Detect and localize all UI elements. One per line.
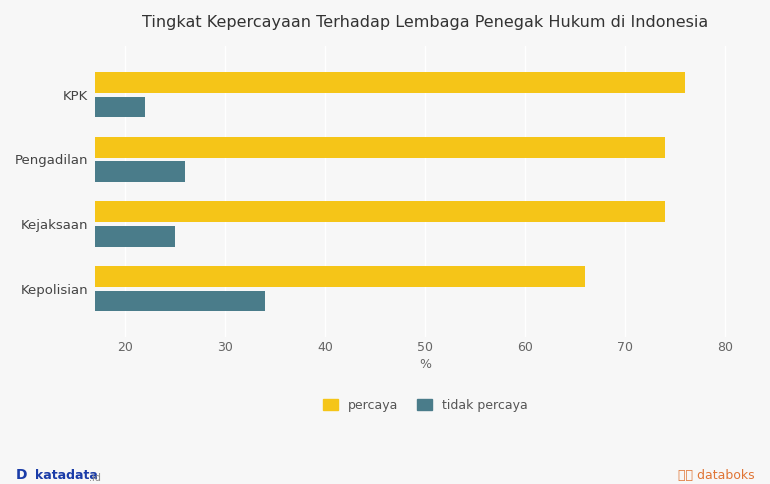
Text: .id: .id — [89, 473, 100, 483]
Bar — [0, 226, 176, 247]
Bar — [0, 161, 186, 182]
Legend: percaya, tidak percaya: percaya, tidak percaya — [323, 399, 527, 412]
Bar — [0, 137, 665, 157]
Bar — [0, 72, 685, 93]
Bar — [0, 201, 665, 222]
Text: katadata: katadata — [35, 469, 98, 482]
Title: Tingkat Kepercayaan Terhadap Lembaga Penegak Hukum di Indonesia: Tingkat Kepercayaan Terhadap Lembaga Pen… — [142, 15, 708, 30]
Bar — [0, 266, 585, 287]
X-axis label: %: % — [419, 358, 431, 371]
Bar — [0, 97, 146, 118]
Text: D: D — [15, 468, 27, 482]
Text: ⦾⦾ databoks: ⦾⦾ databoks — [678, 469, 755, 482]
Bar — [0, 290, 266, 311]
